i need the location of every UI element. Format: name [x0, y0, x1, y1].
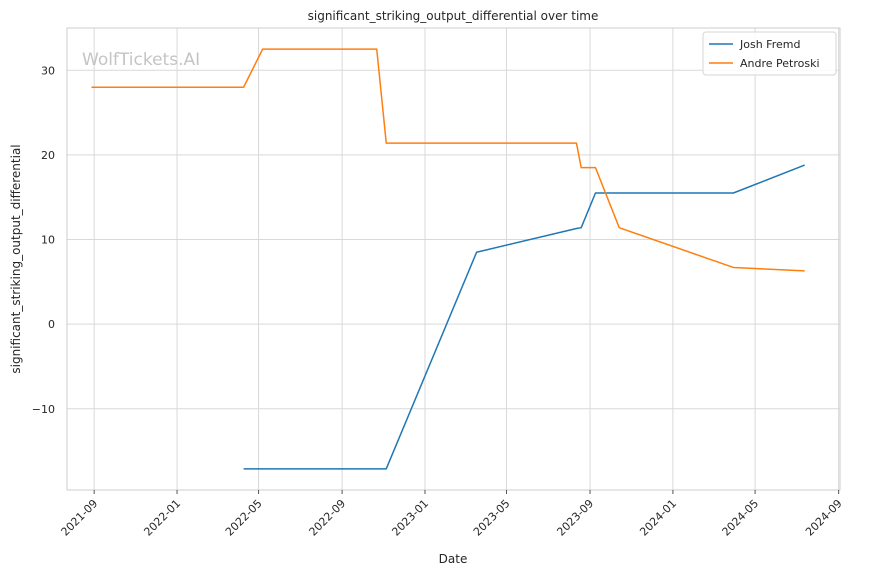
- x-tick-label: 2022-09: [307, 497, 349, 539]
- legend: Josh Fremd Andre Petroski: [702, 31, 837, 76]
- y-tick-label: 30: [41, 64, 55, 77]
- grid: [67, 28, 840, 490]
- y-axis-label: significant_striking_output_differential: [9, 144, 23, 373]
- y-tick-label: 0: [48, 318, 55, 331]
- y-tick-label: 20: [41, 149, 55, 162]
- x-tick-label: 2024-05: [720, 497, 762, 539]
- x-axis: 2021-09 2022-01 2022-05 2022-09 2023-01 2023-…: [59, 490, 845, 539]
- legend-label-josh-fremd: Josh Fremd: [739, 38, 800, 51]
- chart-title: significant_striking_output_differential…: [308, 9, 599, 23]
- y-axis: −10 0 10 20 30: [32, 64, 55, 415]
- x-tick-label: 2023-01: [389, 497, 431, 539]
- x-tick-label: 2024-01: [637, 497, 679, 539]
- legend-label-andre-petroski: Andre Petroski: [740, 57, 820, 70]
- watermark: WolfTickets.AI: [82, 50, 200, 70]
- x-tick-label: 2022-05: [223, 497, 265, 539]
- legend-box: [702, 31, 837, 76]
- x-axis-label: Date: [439, 552, 468, 566]
- x-tick-label: 2023-05: [471, 497, 513, 539]
- x-tick-label: 2023-09: [554, 497, 596, 539]
- series-line-josh-fremd: [243, 164, 805, 470]
- y-tick-label: −10: [32, 403, 55, 416]
- series-line-andre-petroski: [91, 48, 805, 272]
- x-tick-label: 2021-09: [59, 497, 101, 539]
- y-tick-label: 10: [41, 234, 55, 247]
- x-tick-label: 2024-09: [803, 497, 845, 539]
- x-tick-label: 2022-01: [141, 497, 183, 539]
- series-layer: [91, 48, 805, 470]
- plot-frame: [66, 27, 841, 491]
